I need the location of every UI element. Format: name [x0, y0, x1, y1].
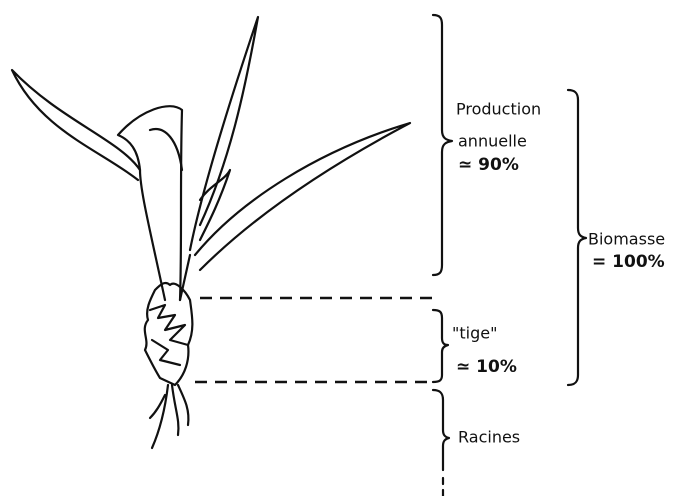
share: ≃ 10%	[456, 357, 517, 377]
label: Biomasse	[588, 230, 665, 249]
plant-drawing	[10, 15, 412, 450]
label: Racines	[458, 428, 520, 447]
label: Production	[456, 100, 541, 119]
share: = 100%	[592, 252, 665, 272]
label: annuelle	[458, 132, 527, 151]
share: ≃ 90%	[458, 155, 519, 175]
label: "tige"	[452, 324, 497, 343]
brackets	[431, 13, 588, 496]
